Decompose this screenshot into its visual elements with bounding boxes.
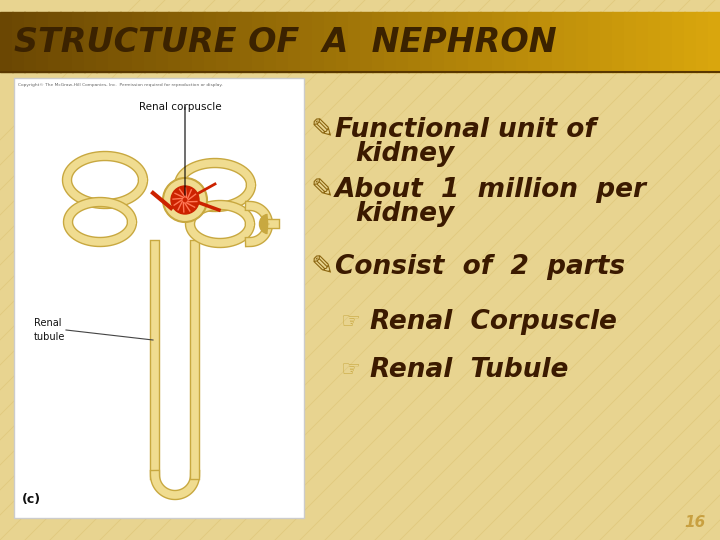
Bar (552, 12, 565, 72)
Bar (168, 12, 181, 72)
Bar (84, 12, 97, 72)
Bar (36, 12, 49, 72)
Text: 16: 16 (685, 515, 706, 530)
Bar (612, 12, 625, 72)
Text: ✎: ✎ (310, 116, 333, 144)
Text: ☞: ☞ (340, 312, 360, 332)
Bar (516, 12, 529, 72)
Bar (252, 12, 265, 72)
Text: ✎: ✎ (310, 253, 333, 281)
Bar (492, 12, 505, 72)
Bar (60, 12, 73, 72)
Bar (12, 12, 25, 72)
Bar (564, 12, 577, 72)
Bar (660, 12, 673, 72)
Bar (288, 12, 301, 72)
Bar (108, 12, 121, 72)
Bar (420, 12, 433, 72)
Bar (648, 12, 661, 72)
Text: Renal  Tubule: Renal Tubule (370, 357, 568, 383)
Bar (264, 12, 277, 72)
Circle shape (163, 178, 207, 222)
Bar (708, 12, 720, 72)
Bar (672, 12, 685, 72)
Bar (504, 12, 517, 72)
Bar (360, 12, 373, 72)
Text: Renal
tubule: Renal tubule (34, 319, 66, 342)
Bar (588, 12, 601, 72)
Text: Renal  Corpuscle: Renal Corpuscle (370, 309, 617, 335)
Text: STRUCTURE OF  A  NEPHRON: STRUCTURE OF A NEPHRON (14, 25, 557, 58)
Bar (204, 12, 217, 72)
Text: ✎: ✎ (310, 176, 333, 204)
Bar (636, 12, 649, 72)
Bar (0, 12, 13, 72)
Bar (240, 12, 253, 72)
Bar (456, 12, 469, 72)
Bar (276, 12, 289, 72)
Bar (528, 12, 541, 72)
Text: Renal corpuscle: Renal corpuscle (139, 102, 221, 112)
Bar (540, 12, 553, 72)
Text: About  1  million  per: About 1 million per (335, 177, 647, 203)
Text: Copyright© The McGraw-Hill Companies, Inc.  Permission required for reproduction: Copyright© The McGraw-Hill Companies, In… (18, 83, 222, 87)
Bar (372, 12, 385, 72)
Bar (696, 12, 709, 72)
Bar (684, 12, 697, 72)
Bar (432, 12, 445, 72)
Bar (132, 12, 145, 72)
Bar (300, 12, 313, 72)
Bar (192, 12, 205, 72)
Bar (576, 12, 589, 72)
Bar (468, 12, 481, 72)
Bar (624, 12, 637, 72)
Text: Consist  of  2  parts: Consist of 2 parts (335, 254, 625, 280)
Bar (336, 12, 349, 72)
Bar (156, 12, 169, 72)
Bar (96, 12, 109, 72)
Bar (48, 12, 61, 72)
Bar (396, 12, 409, 72)
Bar (600, 12, 613, 72)
Bar (144, 12, 157, 72)
Bar (312, 12, 325, 72)
Bar (348, 12, 361, 72)
Text: kidney: kidney (355, 201, 454, 227)
Bar (180, 12, 193, 72)
Bar (72, 12, 85, 72)
Bar (228, 12, 241, 72)
Text: (c): (c) (22, 493, 41, 506)
Bar (480, 12, 493, 72)
Bar (120, 12, 133, 72)
Text: ☞: ☞ (340, 360, 360, 380)
Text: Functional unit of: Functional unit of (335, 117, 596, 143)
Bar (384, 12, 397, 72)
Bar (324, 12, 337, 72)
Bar (444, 12, 457, 72)
Text: kidney: kidney (355, 141, 454, 167)
Bar (408, 12, 421, 72)
Circle shape (171, 186, 199, 214)
Bar (24, 12, 37, 72)
Bar (216, 12, 229, 72)
FancyBboxPatch shape (14, 78, 304, 518)
